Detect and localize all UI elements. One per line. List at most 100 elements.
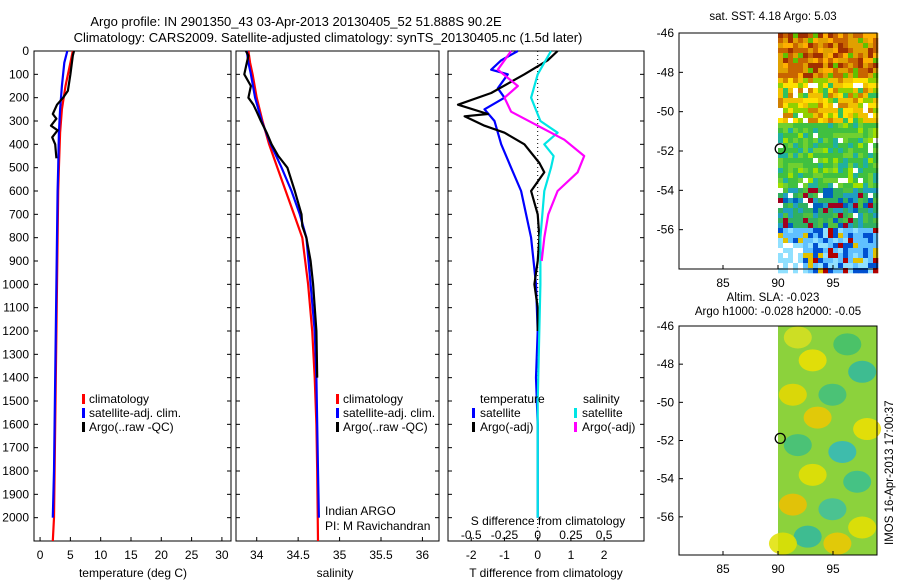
series-line-satellite-adj-clim-: [245, 50, 320, 518]
y-tick-label: 1900: [2, 487, 29, 501]
sst-cell: [858, 153, 864, 159]
sst-cell: [783, 43, 789, 49]
sst-cell: [798, 58, 804, 64]
sst-cell: [833, 178, 839, 184]
sst-cell: [813, 218, 819, 224]
sst-cell: [803, 148, 809, 154]
salinity-xlabel: salinity: [317, 566, 354, 580]
sst-cell: [828, 53, 834, 59]
sst-cell: [833, 88, 839, 94]
sst-cell: [858, 63, 864, 69]
sst-cell: [848, 228, 854, 234]
sst-cell: [778, 163, 784, 169]
x-tick-label: 90: [771, 276, 785, 290]
sst-cell: [808, 93, 814, 99]
sst-cell: [828, 238, 834, 244]
sst-cell: [838, 268, 844, 274]
sst-cell: [843, 68, 849, 74]
sst-cell: [843, 73, 849, 79]
sst-cell: [863, 233, 869, 239]
sst-cell: [833, 163, 839, 169]
sst-cell: [873, 138, 879, 144]
x-tick-label: 5: [67, 548, 74, 562]
sst-cell: [873, 233, 879, 239]
sst-cell: [863, 78, 869, 84]
x-tick-label: 34.5: [286, 548, 310, 562]
sst-cell: [808, 238, 814, 244]
sst-cell: [793, 138, 799, 144]
sst-cell: [793, 58, 799, 64]
sst-cell: [853, 98, 859, 104]
sst-cell: [838, 248, 844, 254]
sst-cell: [803, 213, 809, 219]
sst-cell: [853, 188, 859, 194]
x-tick-label: 30: [215, 548, 229, 562]
y-tick-label: 900: [9, 254, 29, 268]
sst-cell: [778, 98, 784, 104]
sst-cell: [833, 243, 839, 249]
sst-cell: [798, 38, 804, 44]
legend-swatch-sal-argo: [574, 422, 577, 432]
sst-cell: [808, 148, 814, 154]
sst-cell: [853, 148, 859, 154]
sst-cell: [818, 263, 824, 269]
sst-cell: [808, 68, 814, 74]
sst-cell: [798, 203, 804, 209]
sst-cell: [798, 83, 804, 89]
sst-cell: [788, 248, 794, 254]
sst-cell: [828, 128, 834, 134]
sst-cell: [853, 113, 859, 119]
sla-anomaly-blob: [783, 326, 812, 349]
sst-cell: [858, 173, 864, 179]
salinity-x-ticks: 34 34.5 35 35.5 36: [250, 537, 429, 562]
legend-label: climatology: [89, 392, 149, 406]
sst-cell: [818, 158, 824, 164]
sst-cell: [838, 138, 844, 144]
sst-cell: [843, 83, 849, 89]
sst-cell: [823, 243, 829, 249]
sst-cell: [848, 263, 854, 269]
sst-cell: [783, 228, 789, 234]
sst-cell: [803, 183, 809, 189]
y-tick-label: -50: [657, 395, 675, 409]
y-tick-label: 700: [9, 207, 29, 221]
sst-cell: [873, 48, 879, 54]
sst-cell: [873, 238, 879, 244]
sla-anomaly-blob: [853, 418, 882, 441]
sst-cell: [873, 208, 879, 214]
sst-cell: [863, 93, 869, 99]
temperature-xlabel: temperature (deg C): [79, 566, 187, 580]
sst-cell: [863, 168, 869, 174]
sst-cell: [863, 118, 869, 124]
sst-cell: [788, 188, 794, 194]
sst-cell: [828, 198, 834, 204]
sla-anomaly-blob: [798, 463, 827, 486]
sst-cell: [858, 268, 864, 274]
sst-cell: [778, 258, 784, 264]
sst-cell: [853, 108, 859, 114]
sst-cell: [818, 78, 824, 84]
sst-cell: [783, 208, 789, 214]
sst-cell: [808, 233, 814, 239]
sst-cell: [823, 198, 829, 204]
sst-cell: [863, 268, 869, 274]
sst-cell: [828, 143, 834, 149]
sst-cell: [838, 203, 844, 209]
sst-cell: [848, 113, 854, 119]
sst-cell: [813, 263, 819, 269]
sst-cell: [843, 53, 849, 59]
sst-cell: [808, 163, 814, 169]
sst-cell: [803, 113, 809, 119]
x-tick-label: 95: [826, 276, 840, 290]
sst-cell: [808, 228, 814, 234]
sst-cell: [808, 158, 814, 164]
sst-cell: [798, 48, 804, 54]
sst-cell: [818, 188, 824, 194]
sst-cell: [783, 178, 789, 184]
sst-cell: [868, 193, 874, 199]
sst-cell: [803, 263, 809, 269]
sst-cell: [803, 243, 809, 249]
sst-cell: [818, 228, 824, 234]
sst-cell: [873, 58, 879, 64]
sla-anomaly-blob: [778, 493, 807, 516]
